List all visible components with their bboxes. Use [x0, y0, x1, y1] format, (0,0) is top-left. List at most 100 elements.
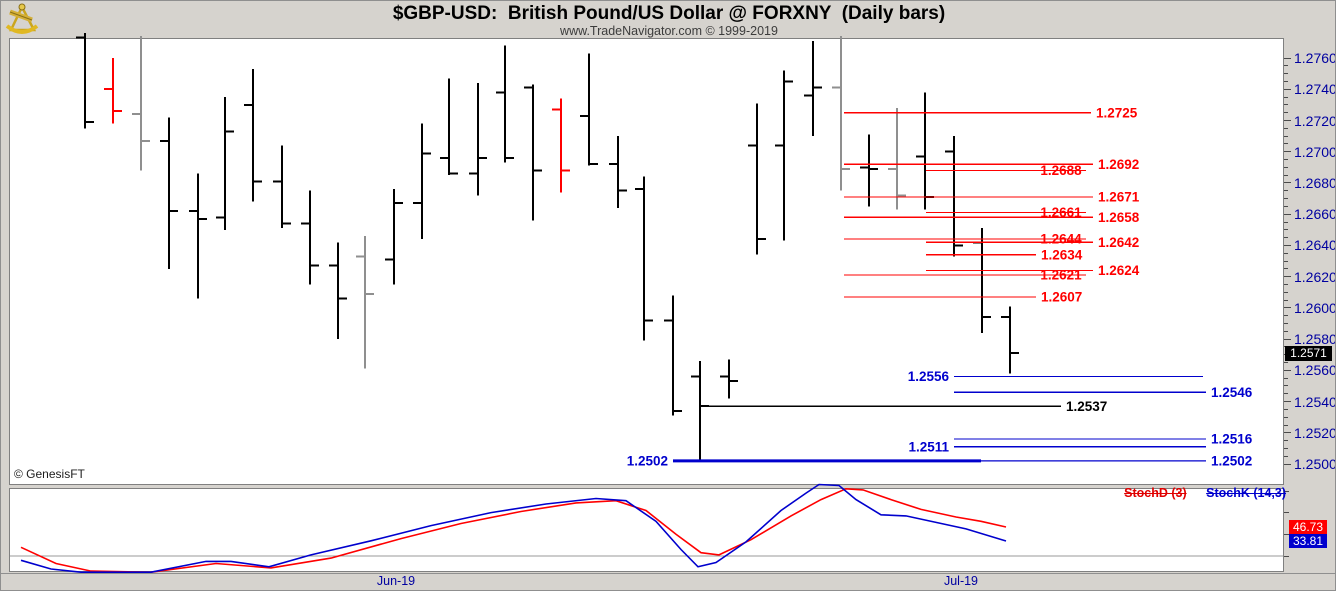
price-axis-tick [1284, 104, 1288, 106]
price-axis-tick [1284, 323, 1288, 324]
stoch-panel [9, 488, 1284, 572]
ohlc-bar [888, 108, 906, 210]
ohlc-bar [804, 40, 822, 137]
ohlc-bar [244, 68, 262, 202]
stoch-series [20, 487, 1007, 574]
level-label: 1.2537 [1066, 399, 1107, 414]
ohlc-bar [580, 53, 598, 166]
price-axis-label: 1.2560 [1294, 362, 1336, 379]
ohlc-bar [469, 83, 487, 196]
ohlc-bar [104, 58, 122, 124]
price-axis-tick [1284, 385, 1288, 387]
price-axis-label: 1.2620 [1294, 268, 1336, 285]
ohlc-bar [860, 134, 878, 207]
stoch-legend[interactable]: StochD (3) StochK (14,3) [1108, 486, 1286, 500]
ohlc-bar [945, 136, 963, 257]
price-axis-tick [1284, 424, 1288, 426]
legend-stochk[interactable]: StochK (14,3) [1206, 486, 1286, 500]
level-label: 1.2661 [1040, 205, 1082, 220]
level-label: 1.2546 [1211, 385, 1253, 400]
level-label: 1.2725 [1096, 105, 1138, 120]
ohlc-bar [301, 190, 319, 285]
date-label: Jun-19 [376, 574, 416, 588]
price-axis-tick [1284, 112, 1288, 114]
price-axis-tick [1284, 127, 1288, 129]
ohlc-bar [132, 36, 150, 171]
price-axis-tick [1284, 221, 1288, 223]
stoch-axis-tick [1284, 512, 1289, 514]
price-axis-tick [1284, 440, 1288, 442]
ohlc-bar [189, 173, 207, 299]
level-label: 1.2621 [1040, 268, 1082, 283]
ohlc-bar [552, 98, 570, 193]
level-label: 1.2644 [1040, 232, 1082, 247]
chart-subtitle: www.TradeNavigator.com © 1999-2019 [560, 24, 778, 38]
price-axis-tick [1284, 299, 1288, 301]
stoch-series [20, 483, 1007, 574]
level-label: 1.2624 [1098, 263, 1140, 278]
price-axis-tick [1284, 408, 1288, 410]
price-axis-tick [1284, 143, 1288, 145]
level-label: 1.2642 [1098, 235, 1139, 250]
price-axis-tick [1284, 283, 1288, 285]
price-axis-tick [1284, 198, 1288, 199]
price-axis-tick [1284, 166, 1288, 168]
ohlc-bar [720, 359, 738, 399]
price-axis-tick [1284, 393, 1288, 395]
level-label: 1.2671 [1098, 190, 1140, 205]
level-label: 1.2502 [627, 454, 668, 469]
ohlc-bar [385, 189, 403, 285]
price-axis-tick [1284, 159, 1288, 160]
price-axis-label: 1.2740 [1294, 81, 1336, 98]
price-axis-tick [1284, 432, 1291, 434]
price-axis-tick [1284, 369, 1291, 371]
stoch-axis-tick [1284, 533, 1289, 535]
price-axis-tick [1284, 237, 1288, 239]
price-axis-tick [1284, 151, 1291, 153]
price-axis-tick [1284, 73, 1288, 75]
price-axis-label: 1.2720 [1294, 112, 1336, 129]
ohlc-bar [748, 103, 766, 255]
level-label: 1.2607 [1041, 290, 1082, 305]
ohlc-bar [775, 70, 793, 241]
price-axis-tick [1284, 291, 1288, 293]
level-label: 1.2556 [908, 369, 950, 384]
price-axis-tick [1284, 190, 1288, 192]
price-axis-label: 1.2700 [1294, 143, 1336, 160]
price-axis-tick [1284, 174, 1288, 176]
level-label: 1.2658 [1098, 210, 1140, 225]
price-axis-label: 1.2680 [1294, 174, 1336, 191]
price-axis-tick [1284, 330, 1288, 332]
legend-stochd[interactable]: StochD (3) [1124, 486, 1187, 500]
ohlc-bar [356, 236, 374, 369]
price-axis-tick [1284, 377, 1288, 379]
price-axis-tick [1284, 416, 1288, 418]
price-axis-tick [1284, 315, 1288, 317]
ohlc-bar [524, 84, 542, 221]
date-axis [1, 573, 1335, 590]
level-label: 1.2511 [908, 439, 949, 454]
price-axis-tick [1284, 57, 1291, 59]
price-axis-tick [1284, 244, 1291, 246]
ohlc-bar [1001, 306, 1019, 374]
price-axis-tick [1284, 455, 1288, 457]
price-axis-label: 1.2760 [1294, 50, 1336, 66]
ohlc-bar [440, 78, 458, 176]
ohlc-bar [832, 36, 850, 191]
price-axis-tick [1284, 401, 1291, 402]
price-axis-tick [1284, 182, 1291, 184]
price-axis-tick [1284, 307, 1291, 309]
ohlc-bar [329, 242, 347, 340]
price-axis-tick [1284, 338, 1291, 340]
price-axis-label: 1.2580 [1294, 331, 1336, 348]
sextant-icon [5, 3, 39, 34]
price-axis-tick [1284, 252, 1288, 254]
price-axis-tick [1284, 276, 1291, 278]
ohlc-bar [664, 295, 682, 416]
price-axis-tick [1284, 80, 1288, 82]
ohlc-bar [496, 45, 514, 163]
ohlc-bar [609, 136, 627, 208]
price-axis-tick [1284, 135, 1288, 137]
ohlc-bar [76, 33, 94, 129]
